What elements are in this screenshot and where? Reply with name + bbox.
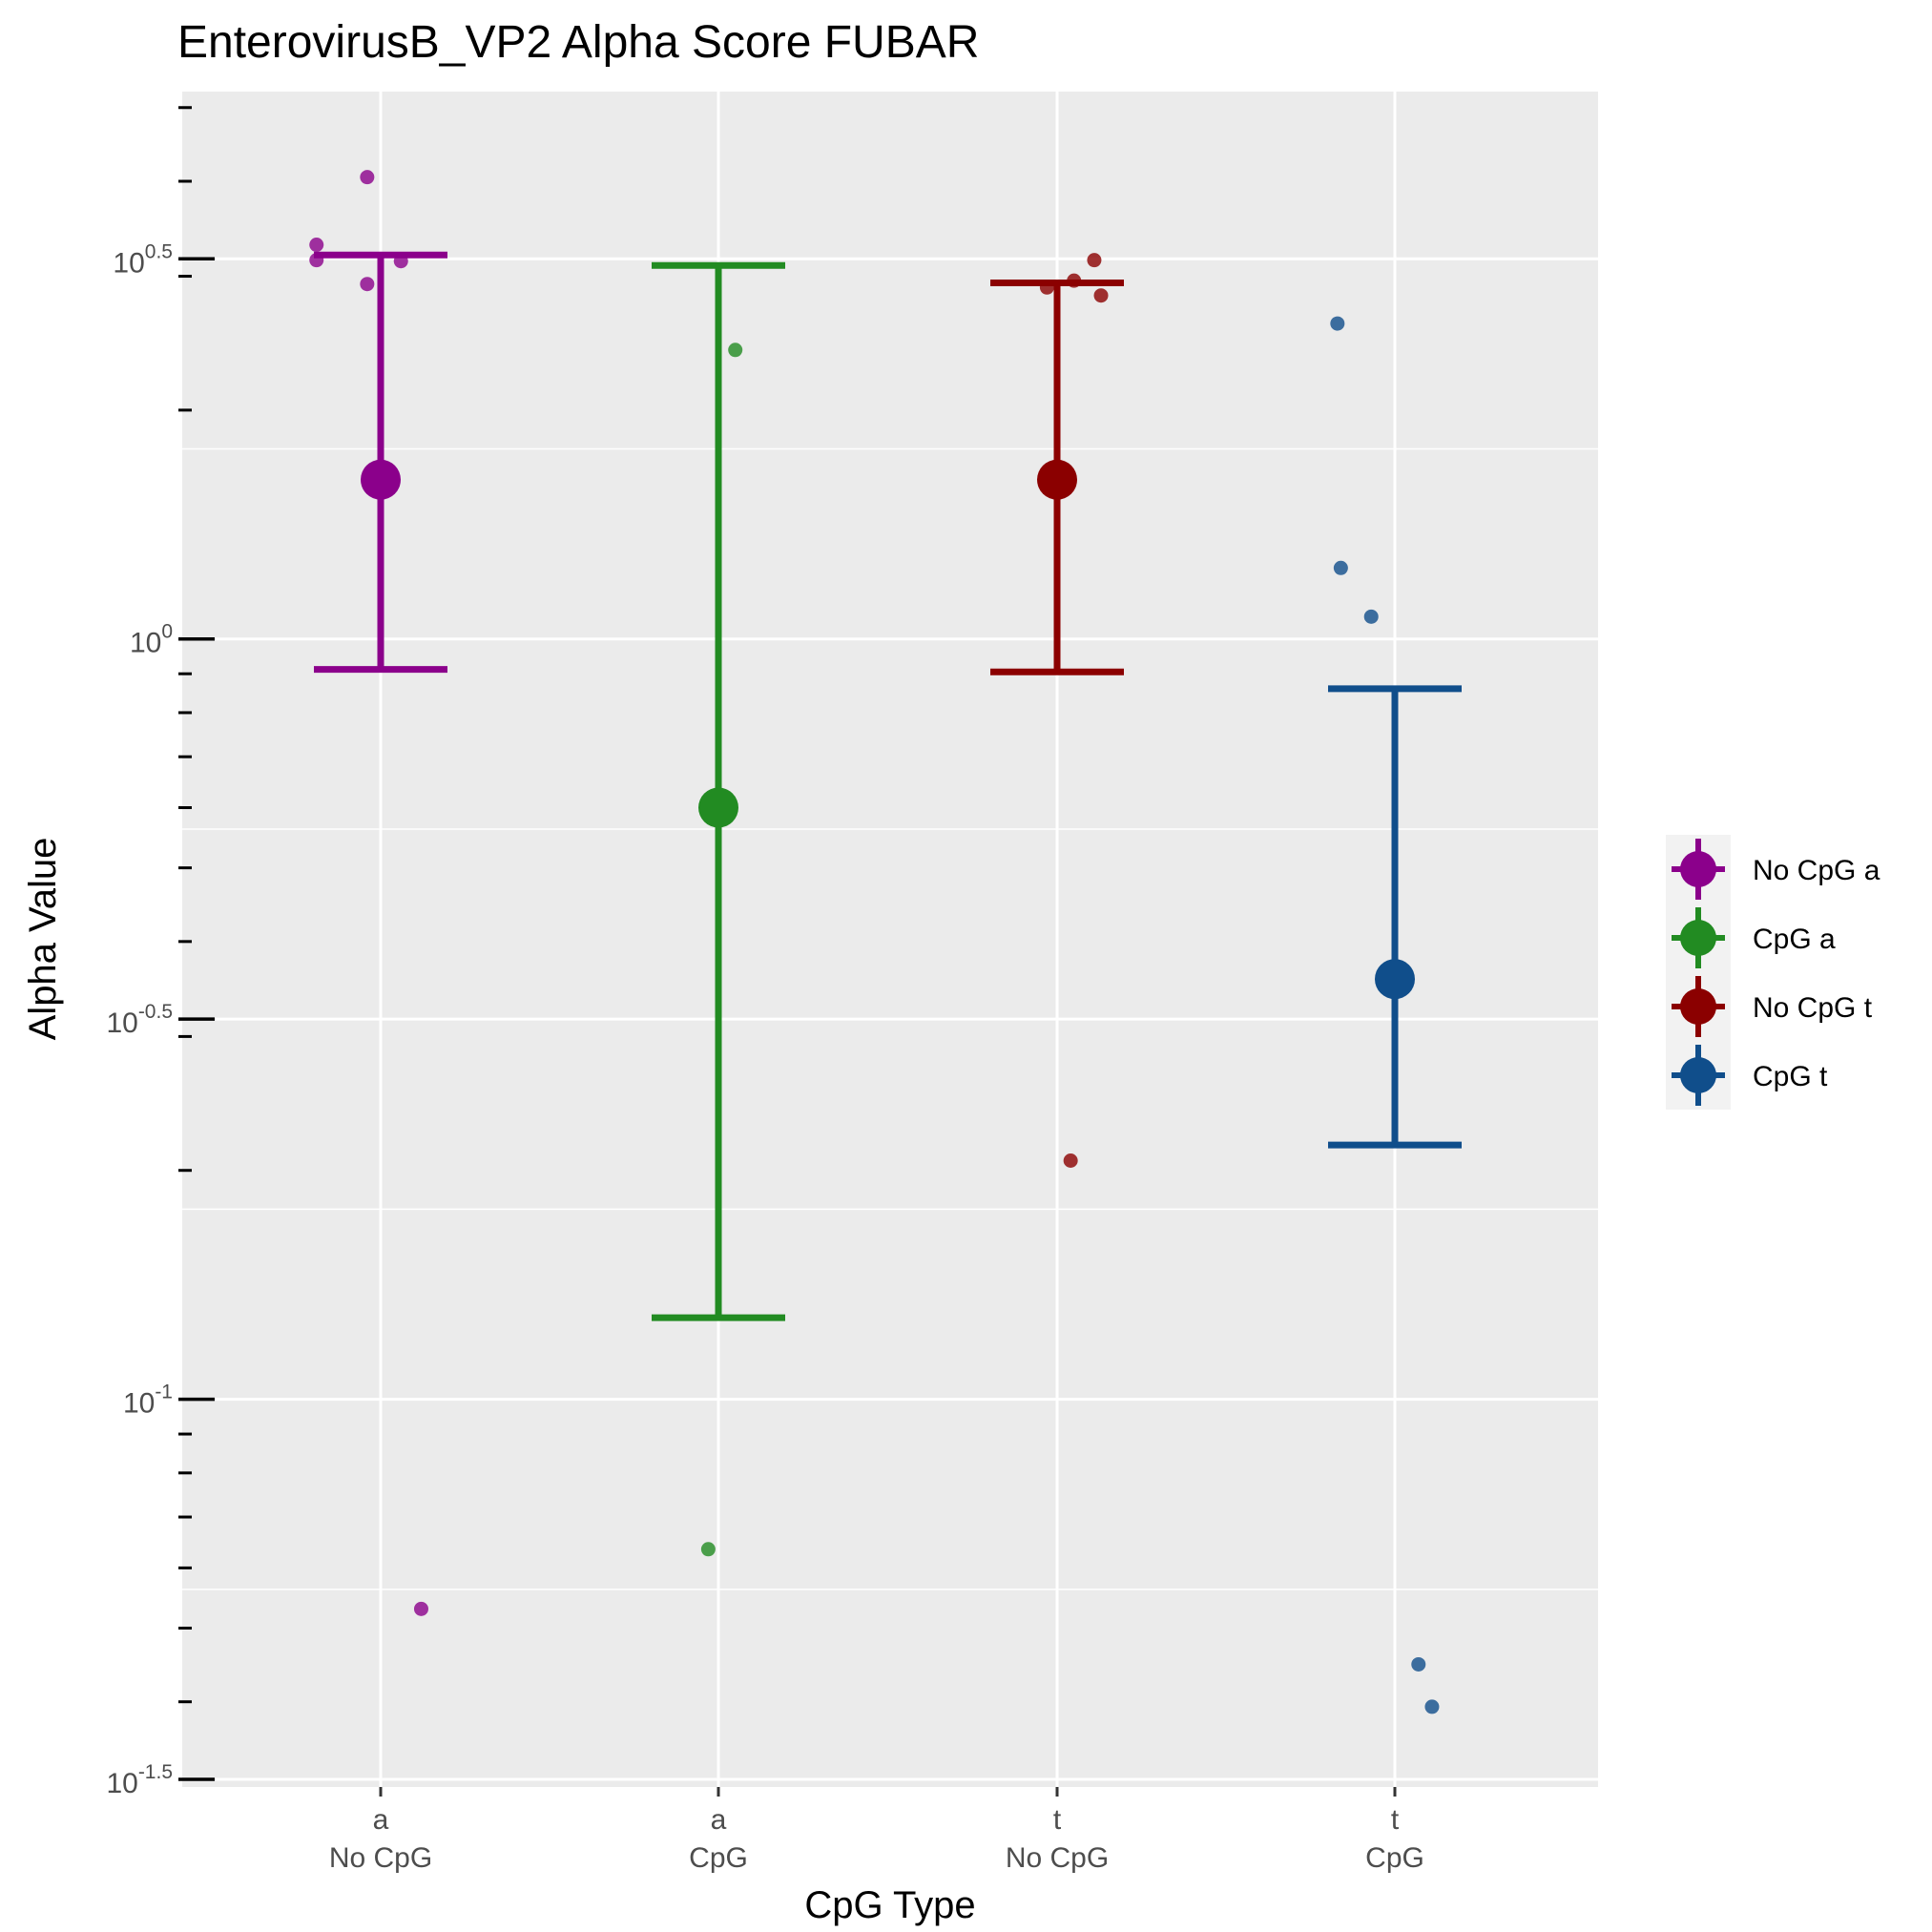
x-tick-sublabel: No CpG (329, 1842, 432, 1874)
y-tick-exponent: 0 (161, 621, 173, 643)
data-point (1330, 316, 1345, 331)
y-tick-label: 10-0.5 (106, 1001, 173, 1039)
data-point (309, 238, 324, 253)
series-cpg-t (1328, 316, 1462, 1714)
mean-point (1375, 959, 1415, 1000)
plot-panel (182, 92, 1598, 1787)
x-tick-label: a (711, 1804, 727, 1836)
x-tick-label: t (1391, 1804, 1400, 1836)
y-tick-exponent: -1 (155, 1381, 173, 1403)
data-point (1087, 253, 1102, 268)
legend-key-point (1680, 920, 1716, 956)
data-point (360, 170, 375, 185)
data-point (360, 277, 375, 292)
y-tick-label: 10-1 (123, 1381, 173, 1420)
data-point (1063, 1153, 1078, 1168)
series-no-cpg-a (309, 170, 447, 1616)
y-tick-base: 10 (130, 628, 161, 659)
legend-label: No CpG a (1753, 855, 1880, 886)
y-tick-exponent: 0.5 (145, 240, 173, 262)
y-tick-exponent: -1.5 (138, 1761, 173, 1783)
data-point (1424, 1699, 1440, 1714)
chart-title: EnterovirusB_VP2 Alpha Score FUBAR (177, 17, 979, 68)
mean-point (1037, 459, 1077, 500)
y-tick-label: 100.5 (113, 240, 173, 279)
x-tick-sublabel: No CpG (1006, 1842, 1109, 1874)
x-tick-sublabel: CpG (689, 1842, 748, 1874)
legend-key-point (1680, 1057, 1716, 1093)
data-point (700, 1542, 716, 1557)
y-tick-exponent: -0.5 (138, 1001, 173, 1023)
y-axis-title: Alpha Value (22, 838, 64, 1041)
data-point (1093, 288, 1109, 303)
x-tick-label: t (1053, 1804, 1062, 1836)
series-no-cpg-t (990, 253, 1124, 1168)
y-tick-label: 100 (130, 621, 173, 659)
data-point (1363, 609, 1379, 624)
x-axis-title: CpG Type (804, 1884, 975, 1926)
legend-label: CpG t (1753, 1061, 1828, 1092)
series-cpg-a (652, 261, 785, 1557)
y-tick-base: 10 (123, 1388, 155, 1420)
data-point (413, 1601, 428, 1616)
y-tick-base: 10 (113, 247, 144, 279)
legend-key-point (1680, 988, 1716, 1025)
data-point (1411, 1656, 1426, 1672)
legend-label: No CpG t (1753, 992, 1873, 1024)
legend-key-point (1680, 851, 1716, 887)
y-tick-base: 10 (106, 1768, 137, 1799)
x-tick-sublabel: CpG (1365, 1842, 1424, 1874)
y-tick-label: 10-1.5 (106, 1761, 173, 1799)
data-point (728, 343, 743, 358)
legend: No CpG a CpG a No CpG t CpG t (1666, 835, 1880, 1110)
legend-label: CpG a (1753, 924, 1836, 955)
x-tick-label: a (373, 1804, 389, 1836)
mean-point (361, 459, 401, 500)
y-tick-base: 10 (106, 1008, 137, 1039)
mean-point (698, 787, 738, 828)
data-point (1333, 560, 1348, 575)
